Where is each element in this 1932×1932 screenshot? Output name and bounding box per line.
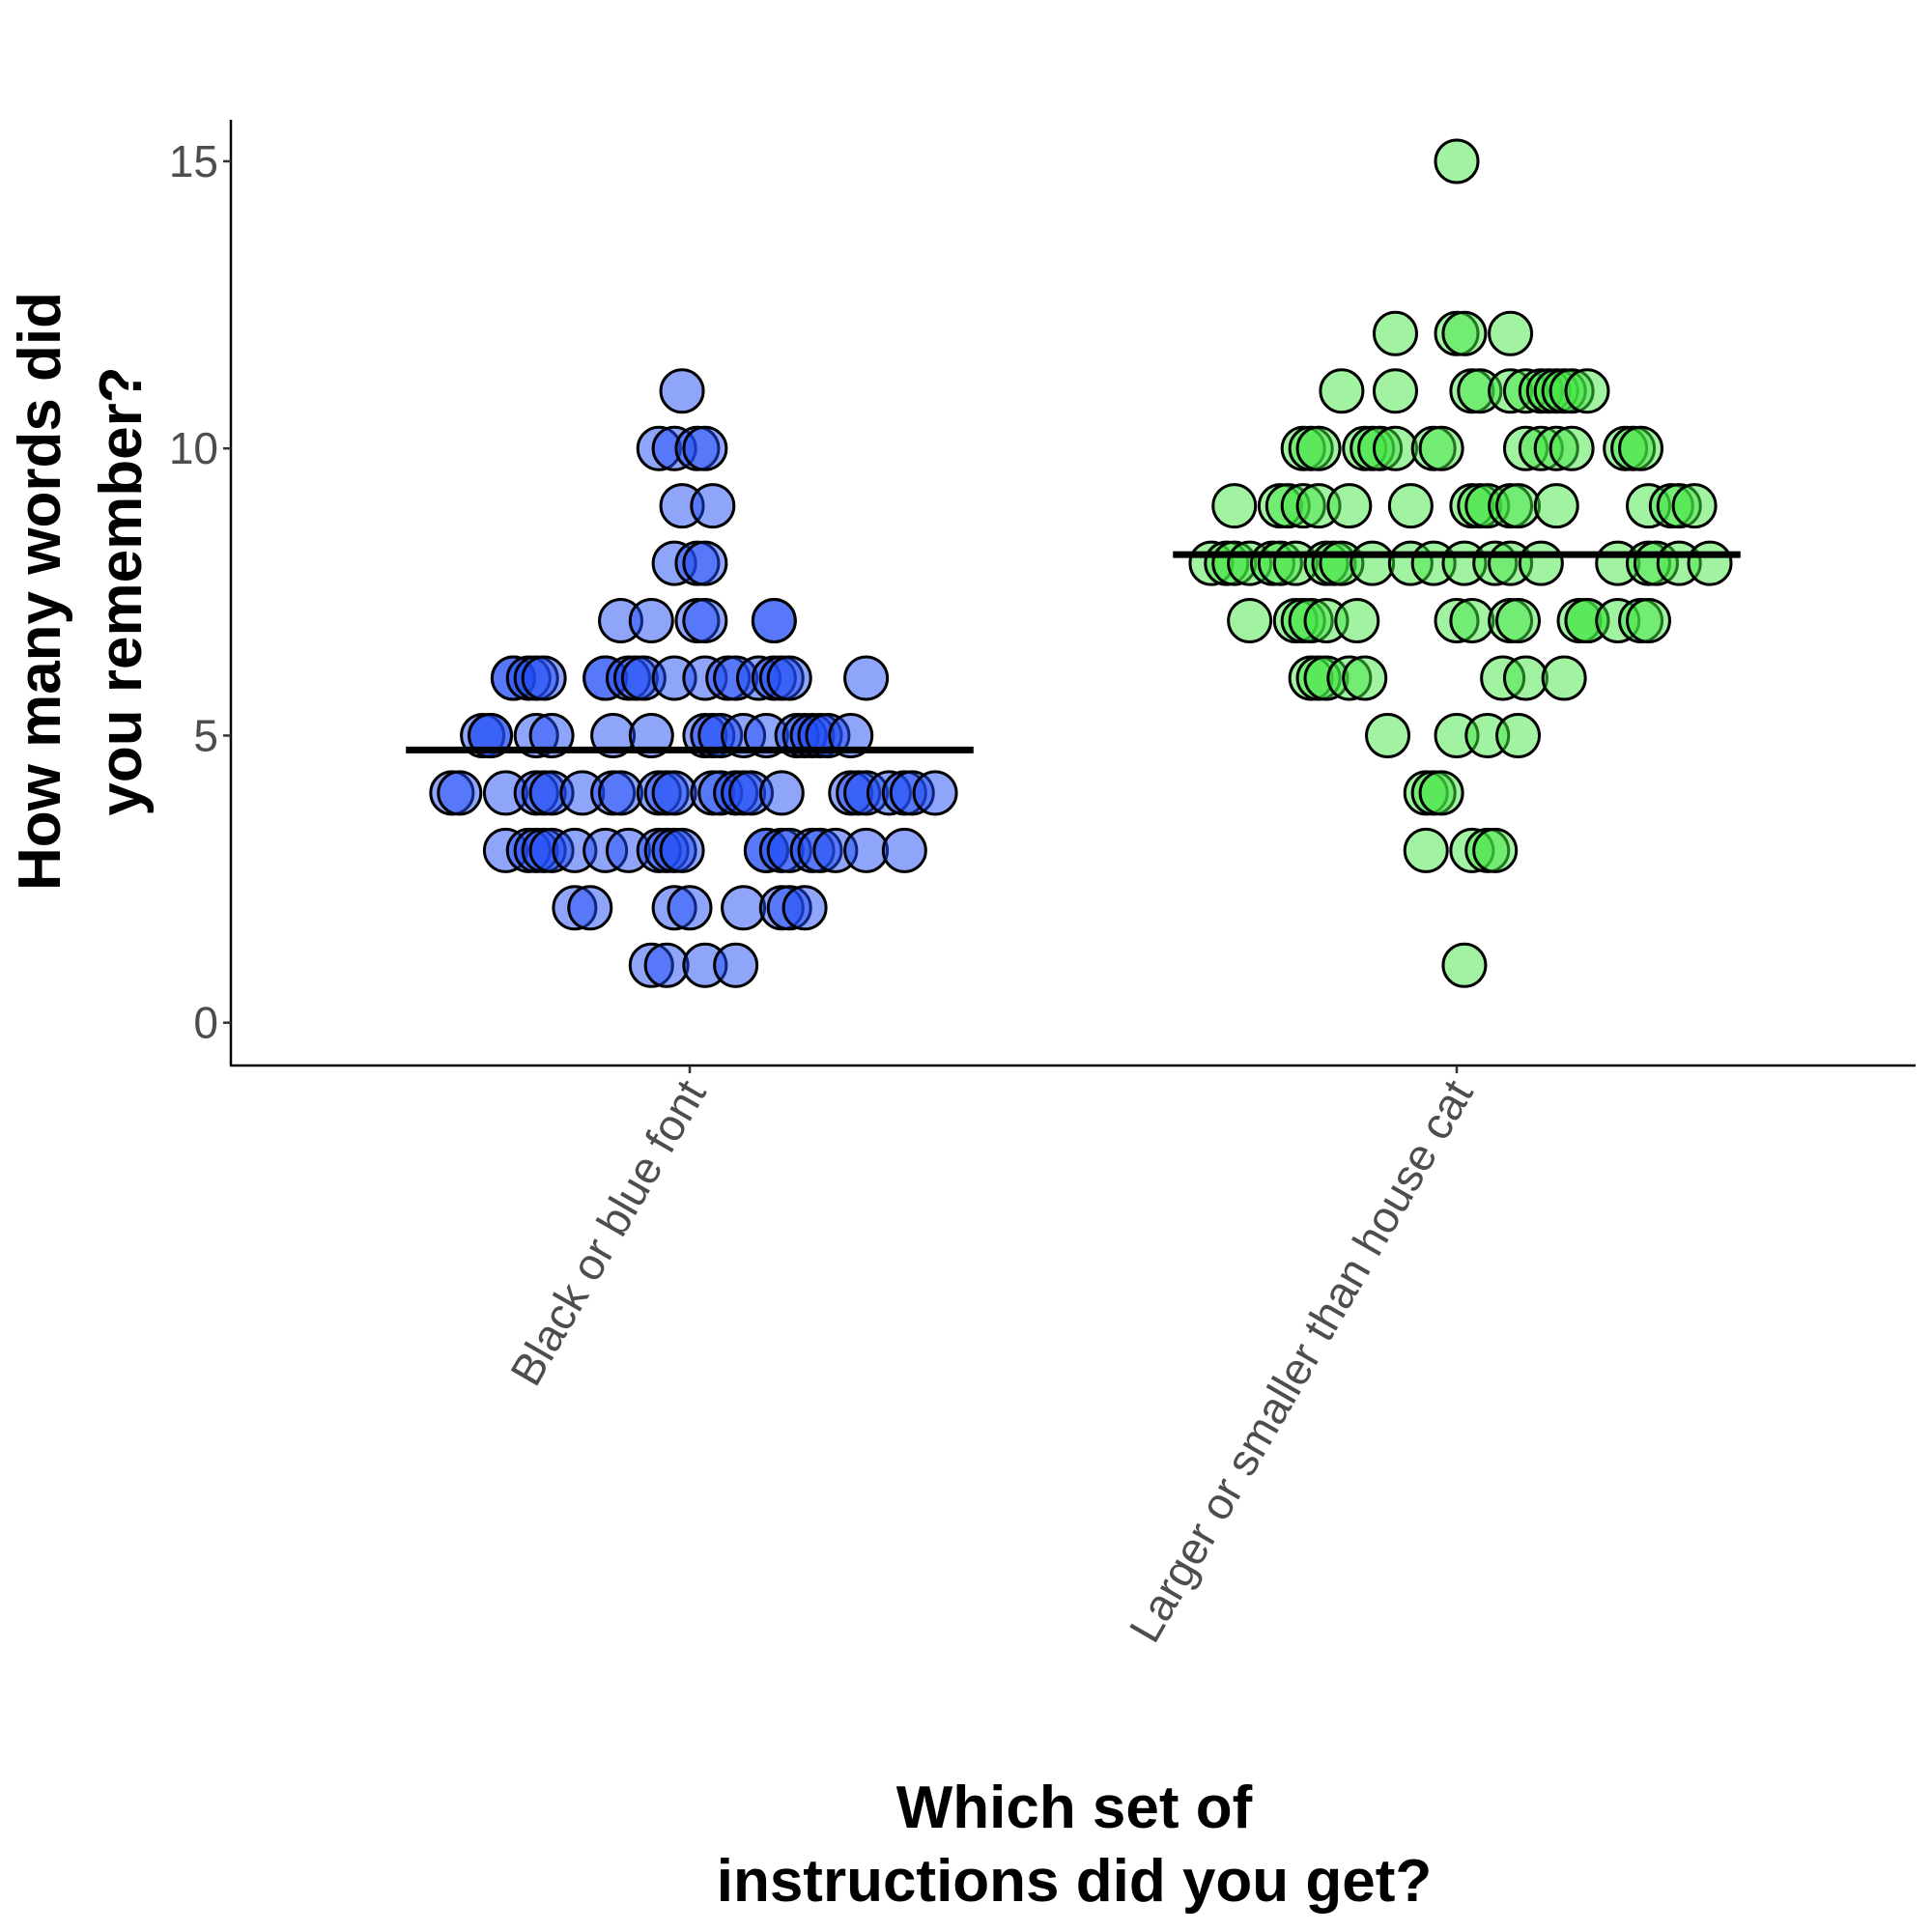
data-point [1618,425,1664,471]
data-point [721,885,767,931]
data-point [1518,540,1564,586]
data-point [1441,310,1488,356]
data-point [1441,942,1488,988]
data-point [1488,310,1534,356]
data-point [1326,483,1373,529]
data-point [843,655,890,701]
data-point [1495,483,1542,529]
data-point [682,425,728,471]
x-tick-label: Larger or smaller than house cat [1120,1071,1483,1651]
data-point [628,598,674,644]
data-point [567,885,613,931]
data-point [1671,483,1718,529]
data-point [766,655,812,701]
data-point [1564,368,1610,414]
data-point [528,712,575,758]
data-point [628,712,674,758]
data-point [1372,425,1418,471]
data-point [598,770,644,816]
y-tick-label: 0 [193,998,218,1048]
y-axis-title-line-2: you remember? [88,366,155,815]
data-point [521,655,567,701]
data-point [758,770,805,816]
y-axis-title-line-1: How many words did [7,292,73,891]
data-point [1295,425,1342,471]
data-point [659,827,705,873]
x-tick-label: Black or blue font [500,1071,716,1394]
data-point [1418,425,1464,471]
data-point [1687,540,1733,586]
data-point [1533,483,1579,529]
data-point [659,368,705,414]
x-axis-title-line-2: instructions did you get? [717,1848,1433,1915]
data-point [468,712,514,758]
data-point [1472,827,1519,873]
data-point [1227,598,1273,644]
data-point [912,770,958,816]
data-point [1495,598,1542,644]
data-point [651,770,697,816]
data-point [1541,655,1587,701]
data-point [843,827,890,873]
mean-layer [406,551,1741,753]
data-point [1403,827,1449,873]
y-ticks: 0 5 10 15 [169,136,231,1048]
data-point [1319,368,1365,414]
data-point [1626,598,1671,644]
data-point [1502,655,1548,701]
data-point [1342,655,1388,701]
data-point [781,885,828,931]
y-tick-label: 5 [193,710,218,760]
data-point [682,540,728,586]
data-point [682,598,728,644]
data-point [690,483,736,529]
data-point [1372,310,1418,356]
data-point [437,770,483,816]
points-layer [429,138,1733,988]
data-point [643,942,690,988]
data-point [1365,712,1411,758]
y-tick-label: 10 [169,423,218,473]
data-point [1334,598,1380,644]
data-point [751,598,797,644]
data-point [1387,483,1434,529]
x-axis-title-line-1: Which set of [896,1775,1253,1841]
data-point [1449,598,1495,644]
data-point [828,712,874,758]
data-point [1211,483,1258,529]
data-point [1434,138,1480,185]
data-point [713,942,759,988]
data-point [1372,368,1418,414]
data-point [1350,540,1396,586]
data-point [1495,712,1542,758]
data-point [1548,425,1595,471]
y-tick-label: 15 [169,136,218,186]
data-point [881,827,927,873]
data-point [667,885,713,931]
x-ticks: Black or blue font Larger or smaller than… [500,1065,1483,1651]
data-point [1418,770,1464,816]
